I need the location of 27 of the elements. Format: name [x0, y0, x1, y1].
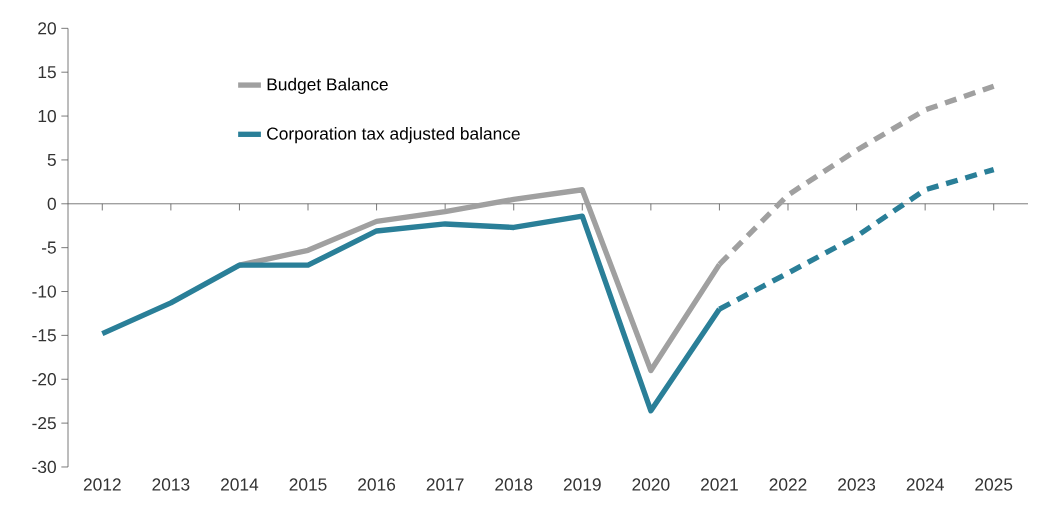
y-tick-label: 0 [47, 197, 56, 210]
x-tick-label: 2022 [769, 478, 807, 491]
y-tick-label: -25 [32, 416, 56, 430]
x-tick-label: 2019 [563, 478, 601, 491]
x-tick-label: 2016 [358, 478, 396, 491]
x-tick-label: 2014 [221, 478, 259, 491]
x-tick-label: 2025 [975, 478, 1013, 491]
y-tick-label: -10 [32, 285, 56, 298]
y-tick-label: 10 [38, 109, 56, 123]
x-tick-label: 2017 [426, 478, 464, 491]
y-tick-label: -20 [32, 373, 56, 386]
x-tick-label: 2012 [83, 478, 121, 491]
x-tick-label: 2020 [632, 478, 670, 491]
x-tick-label: 2023 [838, 478, 876, 491]
x-tick-label: 2018 [495, 478, 533, 491]
y-tick-label: 20 [38, 22, 56, 35]
y-tick-label: 5 [47, 153, 56, 166]
x-tick-label: 2013 [152, 478, 190, 491]
legend-label: Corporation tax adjusted balance [267, 127, 520, 144]
x-tick-label: 2024 [906, 478, 944, 491]
x-tick-label: 2021 [701, 478, 738, 491]
y-tick-label: -15 [32, 329, 56, 342]
y-tick-label: -30 [32, 460, 56, 474]
y-tick-label: 15 [38, 66, 56, 79]
legend-label: Budget Balance [267, 77, 388, 94]
y-tick-label: -5 [42, 241, 56, 254]
x-tick-label: 2015 [289, 478, 327, 491]
